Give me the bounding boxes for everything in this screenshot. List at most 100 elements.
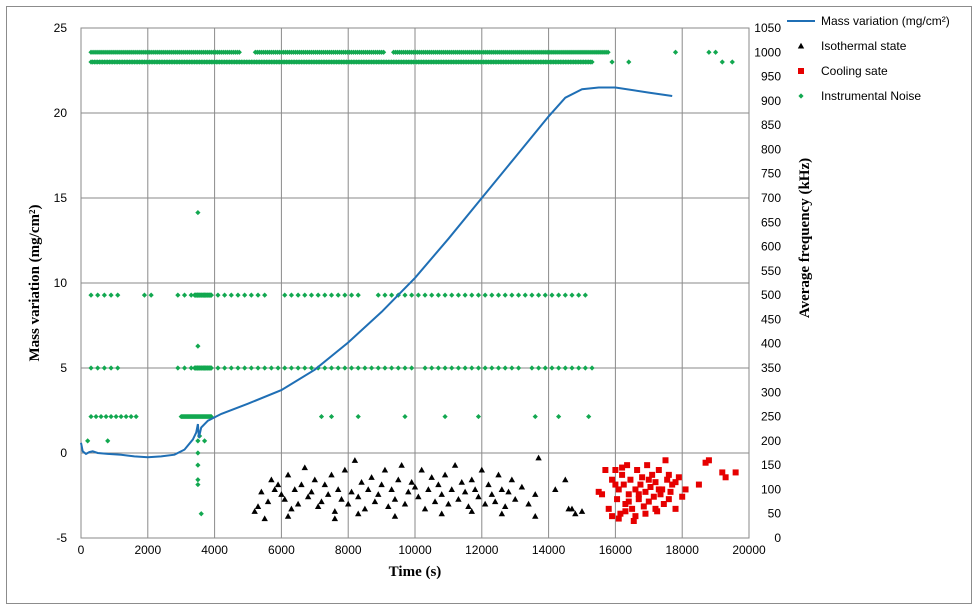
x-tick-labels: 0 2000 4000 6000 8000 10000 12000 14000 16000 180… — [78, 543, 766, 557]
noise-point — [556, 365, 562, 371]
isothermal-point — [311, 476, 318, 483]
noise-point — [215, 292, 221, 298]
noise-point — [535, 292, 542, 298]
noise-point — [586, 413, 592, 420]
isothermal-point — [298, 481, 305, 488]
isothermal-point — [338, 495, 345, 502]
isothermal-point — [518, 483, 526, 490]
noise-point — [355, 292, 361, 298]
y-right-tick-label: 800 — [761, 142, 781, 156]
noise-point — [362, 365, 368, 371]
noise-point — [435, 292, 441, 298]
isothermal-point — [254, 503, 262, 509]
y-right-tick-label: 600 — [761, 240, 781, 254]
isothermal-point — [355, 493, 362, 500]
noise-point — [242, 292, 248, 298]
x-tick-label: 14000 — [532, 543, 566, 557]
y-right-tick-label: 450 — [761, 312, 781, 326]
noise-point — [181, 292, 188, 298]
chart-frame: 0 2000 4000 6000 8000 10000 12000 14000 16000 180… — [6, 6, 972, 604]
noise-point — [462, 292, 468, 298]
isothermal-point — [498, 510, 506, 517]
noise-point — [141, 292, 148, 298]
isothermal-point — [445, 500, 452, 507]
noise-point — [529, 365, 535, 371]
cooling-point — [612, 481, 619, 488]
isothermal-point — [535, 454, 542, 461]
y-right-tick-label: 50 — [768, 507, 782, 521]
isothermal-point — [381, 466, 389, 473]
noise-point — [402, 292, 408, 298]
y-right-tick-label: 1000 — [754, 45, 781, 59]
noise-point — [609, 59, 615, 65]
noise-point — [435, 365, 441, 371]
noise-point — [95, 365, 101, 371]
y-right-tick-label: 200 — [761, 434, 781, 448]
y-right-tick-label: 500 — [761, 288, 781, 302]
isothermal-point — [264, 498, 272, 505]
isothermal-point — [345, 500, 352, 507]
noise-point — [105, 438, 111, 444]
noise-point — [228, 292, 234, 298]
noise-point — [88, 292, 94, 298]
y-left-tick-label: 15 — [54, 191, 68, 205]
noise-point — [475, 413, 482, 420]
cooling-point — [619, 471, 626, 478]
cooling-point — [672, 479, 679, 486]
cooling-point — [622, 508, 629, 515]
noise-point — [118, 413, 124, 420]
y-right-tick-label: 0 — [774, 531, 781, 545]
x-tick-label: 4000 — [201, 543, 228, 557]
isothermal-point — [328, 471, 335, 478]
noise-point — [235, 292, 241, 298]
noise-point — [195, 481, 201, 488]
noise-point — [542, 365, 548, 371]
isothermal-point — [475, 493, 482, 500]
noise-point — [719, 59, 725, 65]
y-right-tick-label: 300 — [761, 385, 781, 399]
y-right-tick-labels: 0 50 100 150 200 250 300 350 400 450 500 550 600 650 7… — [754, 21, 781, 545]
cooling-point — [645, 498, 652, 505]
cooling-point — [662, 457, 669, 464]
noise-point — [449, 365, 455, 371]
isothermal-point — [251, 508, 258, 514]
noise-point — [706, 49, 712, 55]
noise-point — [115, 365, 121, 371]
noise-point — [409, 365, 415, 371]
isothermal-point — [401, 500, 409, 507]
isothermal-point — [348, 488, 355, 495]
legend-diamond-swatch — [798, 93, 804, 99]
y-right-tick-label: 100 — [761, 482, 781, 496]
isothermal-point — [525, 500, 532, 507]
isothermal-point — [391, 495, 399, 502]
noise-point — [515, 292, 522, 298]
isothermal-point — [411, 483, 419, 490]
isothermal-point — [471, 486, 479, 492]
isothermal-point — [405, 488, 412, 495]
isothermal-point — [375, 491, 382, 497]
noise-point — [482, 365, 488, 371]
isothermal-point — [565, 505, 572, 512]
cooling-point — [660, 501, 667, 507]
noise-point — [262, 365, 268, 371]
isothermal-point — [478, 466, 485, 473]
noise-point — [115, 292, 121, 298]
noise-point — [222, 365, 228, 371]
x-tick-label: 6000 — [268, 543, 295, 557]
y-left-tick-labels: -5 0 5 10 15 20 25 — [54, 21, 68, 545]
noise-point — [101, 365, 107, 371]
noise-point — [181, 365, 188, 371]
noise-point — [195, 462, 201, 468]
isothermal-point — [365, 486, 372, 492]
noise-point — [455, 292, 462, 298]
noise-point — [248, 292, 254, 298]
noise-point — [442, 365, 448, 371]
noise-point — [308, 365, 315, 371]
y-left-tick-label: 10 — [54, 276, 68, 290]
noise-point — [302, 292, 308, 298]
isothermal-point — [261, 515, 268, 522]
cooling-point — [655, 486, 662, 493]
noise-point — [729, 59, 735, 65]
y-right-axis-title: Average frequency (kHz) — [797, 158, 813, 318]
cooling-point — [614, 496, 621, 503]
